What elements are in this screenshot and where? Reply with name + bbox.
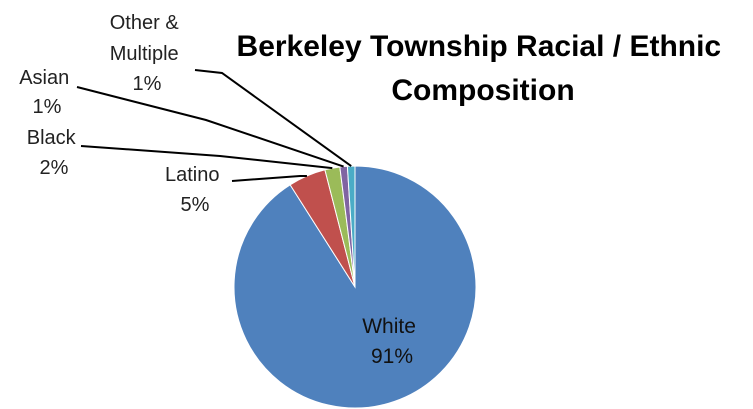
leader-line-black xyxy=(80,145,333,170)
slice-value-latino: 5% xyxy=(181,194,210,216)
leader-line-latino xyxy=(231,174,307,182)
leader-line-other-and-multiple xyxy=(194,69,352,167)
leader-line-asian xyxy=(76,86,344,168)
chart-title-line-1: Berkeley Township Racial / Ethnic xyxy=(237,30,722,63)
leader-lines xyxy=(76,69,352,182)
slice-label-other-multiple: Other & Multiple 1% xyxy=(110,12,184,95)
slice-name-other-line-1: Other & xyxy=(110,12,180,34)
chart-title-line-2: Composition xyxy=(391,74,574,107)
slice-value-black: 2% xyxy=(40,157,69,179)
slice-value-asian: 1% xyxy=(33,96,62,118)
slice-name-black: Black xyxy=(27,127,77,149)
slice-label-black: Black 2% xyxy=(27,127,81,179)
slice-label-latino: Latino 5% xyxy=(165,164,225,216)
slice-label-white: White 91% xyxy=(362,315,422,368)
chart-title: Berkeley Township Racial / Ethnic Compos… xyxy=(237,30,730,107)
slice-name-white: White xyxy=(362,315,416,338)
slice-value-other: 1% xyxy=(133,73,162,95)
slice-name-other-line-2: Multiple xyxy=(110,43,179,65)
pie-slices xyxy=(233,165,477,409)
slice-value-white: 91% xyxy=(371,345,413,368)
slice-name-asian: Asian xyxy=(19,67,69,89)
slice-label-asian: Asian 1% xyxy=(19,67,75,118)
slice-name-latino: Latino xyxy=(165,164,220,186)
